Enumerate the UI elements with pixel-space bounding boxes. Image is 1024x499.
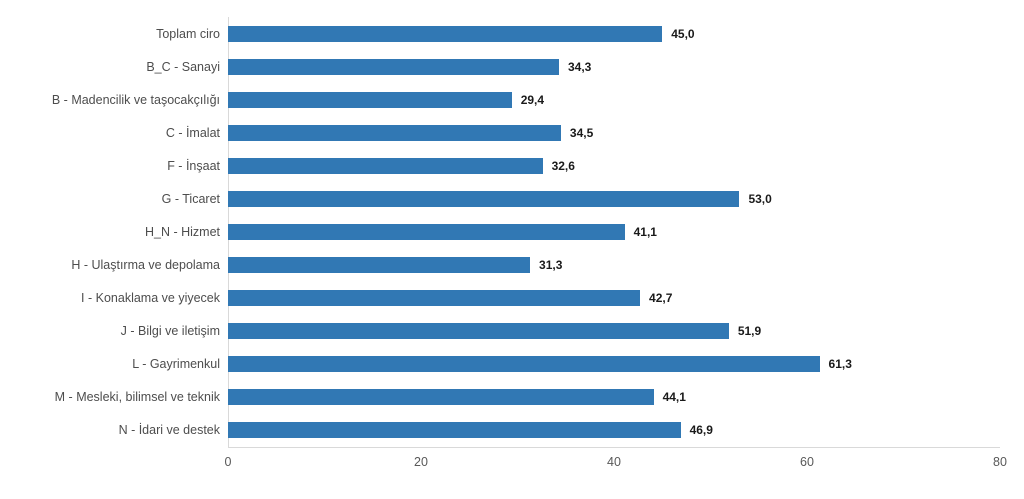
bar-track: 45,0 [228, 17, 1000, 50]
bar-track: 34,5 [228, 116, 1000, 149]
bar-row: F - İnşaat 32,6 [0, 149, 1000, 182]
bar-row: H - Ulaştırma ve depolama 31,3 [0, 249, 1000, 282]
bar-row: J - Bilgi ve iletişim 51,9 [0, 315, 1000, 348]
value-label: 51,9 [737, 324, 762, 339]
value-label: 53,0 [748, 191, 772, 206]
category-label: H - Ulaştırma ve depolama [71, 258, 220, 273]
bar-row: Toplam ciro 45,0 [0, 17, 1000, 50]
bar-row: M - Mesleki, bilimsel ve teknik 44,1 [0, 381, 1000, 414]
value-label: 34,3 [567, 59, 592, 74]
bar-track: 42,7 [228, 282, 1000, 315]
bar-row: N - İdari ve destek 46,9 [0, 414, 1000, 447]
bar-track: 46,9 [228, 414, 1000, 447]
value-label: 41,1 [633, 225, 657, 239]
category-label: I - Konaklama ve yiyecek [81, 291, 220, 306]
x-tick-label: 80 [993, 455, 1007, 469]
bar [228, 190, 740, 207]
bar-track: 51,9 [228, 315, 1000, 348]
bar [228, 389, 654, 406]
value-label: 32,6 [551, 158, 575, 173]
value-label: 42,7 [649, 291, 673, 306]
value-label: 45,0 [671, 26, 695, 41]
category-label: B - Madencilik ve taşocakçılığı [51, 92, 220, 107]
category-label: G - Ticaret [161, 191, 220, 206]
x-axis-line [228, 447, 1000, 448]
bar [228, 91, 512, 108]
bar [228, 323, 729, 340]
bar-row: H_N - Hizmet 41,1 [0, 215, 1000, 248]
bar [228, 422, 681, 439]
value-label: 31,3 [539, 258, 563, 273]
bar-track: 34,3 [228, 50, 1000, 83]
bar-track: 44,1 [228, 381, 1000, 414]
bar-row: I - Konaklama ve yiyecek 42,7 [0, 282, 1000, 315]
bar-row: L - Gayrimenkul 61,3 [0, 348, 1000, 381]
bar-track: 32,6 [228, 149, 1000, 182]
x-tick-label: 20 [414, 455, 428, 469]
plot-area: Toplam ciro 45,0 B_C - Sanayi 34,3 B - Maden… [0, 17, 1000, 447]
category-label: J - Bilgi ve iletişim [120, 324, 220, 339]
bar-row: C - İmalat 34,5 [0, 116, 1000, 149]
bar [228, 356, 820, 373]
bar-track: 31,3 [228, 249, 1000, 282]
bar [228, 58, 559, 75]
bar-row: B_C - Sanayi 34,3 [0, 50, 1000, 83]
value-label: 29,4 [520, 92, 545, 107]
x-tick-label: 60 [800, 455, 814, 469]
category-label: C - İmalat [165, 125, 220, 140]
bar [228, 257, 531, 274]
bar-track: 41,1 [228, 215, 1000, 248]
bar-track: 61,3 [228, 348, 1000, 381]
category-label: B_C - Sanayi [146, 59, 220, 74]
bar [228, 25, 663, 42]
value-label: 61,3 [828, 357, 852, 372]
bar [228, 124, 561, 141]
category-label: F - İnşaat [167, 158, 220, 173]
category-label: M - Mesleki, bilimsel ve teknik [54, 390, 220, 405]
category-label: L - Gayrimenkul [132, 357, 220, 372]
bar [228, 157, 543, 174]
x-axis: 0 20 40 60 80 [224, 448, 1007, 482]
value-label: 44,1 [662, 390, 686, 405]
bar-row: G - Ticaret 53,0 [0, 182, 1000, 215]
bar-chart: Toplam ciro 45,0 B_C - Sanayi 34,3 B - Maden… [0, 17, 1007, 482]
bar [228, 224, 625, 240]
bar-track: 53,0 [228, 182, 1000, 215]
value-label: 46,9 [689, 423, 713, 438]
bar [228, 290, 641, 307]
bar-row: B - Madencilik ve taşocakçılığı 29,4 [0, 83, 1000, 116]
x-tick-label: 0 [224, 455, 232, 469]
category-label: Toplam ciro [156, 26, 220, 41]
value-label: 34,5 [569, 125, 594, 140]
category-label: N - İdari ve destek [118, 423, 220, 438]
category-label: H_N - Hizmet [144, 225, 220, 239]
bar-track: 29,4 [228, 83, 1000, 116]
bar-rows: Toplam ciro 45,0 B_C - Sanayi 34,3 B - Maden… [0, 17, 1000, 447]
x-tick-label: 40 [607, 455, 621, 469]
